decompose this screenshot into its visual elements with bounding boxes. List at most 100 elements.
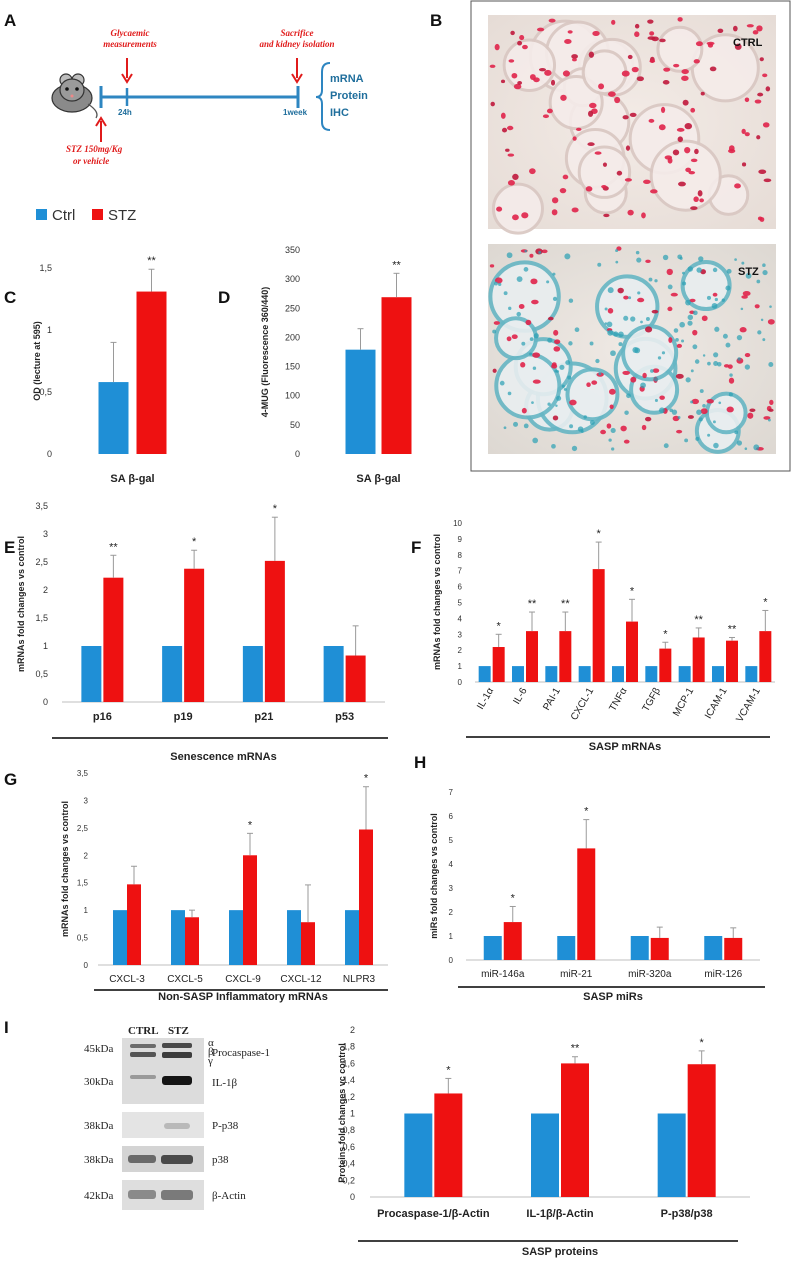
- beta-gal-stain: [640, 320, 643, 324]
- nucleus: [512, 173, 519, 181]
- y-tick-label: 1: [47, 325, 52, 335]
- bar-ctrl-mir-21: [557, 936, 576, 960]
- tubule: [656, 25, 704, 73]
- nucleus: [767, 319, 775, 325]
- beta-gal-stain: [673, 328, 679, 333]
- nucleus: [648, 118, 655, 123]
- beta-gal-stain: [659, 407, 665, 414]
- beta-gal-stain: [565, 360, 571, 366]
- nucleus: [585, 186, 593, 192]
- nucleus: [506, 336, 512, 342]
- nucleus: [667, 306, 673, 312]
- nucleus: [672, 149, 680, 156]
- beta-gal-stain: [640, 382, 646, 389]
- panel-label-g: G: [4, 770, 17, 789]
- y-axis-label: mRNAs fold changes vs control: [432, 534, 442, 670]
- nucleus: [647, 36, 656, 40]
- stz-micrograph-label: STZ: [738, 266, 759, 278]
- beta-gal-stain: [736, 334, 743, 341]
- x-tick-label-p21: p21: [254, 711, 273, 723]
- y-tick-label: 6: [449, 812, 454, 821]
- nucleus: [734, 183, 741, 189]
- nucleus: [768, 408, 774, 412]
- beta-gal-stain: [714, 297, 718, 302]
- kda-label-il1b: 30kDa: [84, 1076, 113, 1088]
- beta-gal-stain: [589, 341, 594, 346]
- nucleus: [695, 41, 703, 47]
- y-tick-label: 2: [449, 908, 454, 917]
- outputs-brace: [315, 62, 331, 131]
- mouse-icon: [51, 73, 98, 119]
- beta-gal-stain: [744, 364, 751, 370]
- nucleus: [517, 81, 523, 85]
- nucleus: [623, 439, 630, 444]
- nucleus: [690, 107, 696, 113]
- nucleus: [637, 297, 645, 303]
- nucleus: [602, 162, 607, 167]
- beta-gal-stain: [694, 359, 700, 364]
- bar-ctrl-p-p38-p38: [657, 1113, 686, 1197]
- beta-gal-stain: [729, 373, 733, 377]
- beta-gal-stain: [685, 377, 691, 383]
- beta-gal-stain: [546, 280, 550, 284]
- nucleus: [659, 38, 666, 43]
- beta-gal-stain: [736, 440, 743, 446]
- bar-stz-cxcl-1: [592, 569, 605, 682]
- beta-gal-stain: [684, 438, 689, 443]
- beta-gal-stain: [695, 436, 700, 441]
- beta-gal-stain: [744, 447, 748, 450]
- beta-gal-stain: [632, 347, 639, 354]
- nucleus: [507, 153, 515, 157]
- nucleus: [647, 19, 654, 24]
- beta-gal-stain: [513, 421, 519, 427]
- nucleus: [511, 72, 518, 79]
- nucleus: [532, 352, 541, 358]
- bar-stz-p16: [103, 577, 124, 702]
- bar-ctrl-il-1: [478, 666, 491, 682]
- beta-gal-stain: [529, 352, 533, 356]
- nucleus: [551, 209, 558, 216]
- bar-stz-icam-1: [726, 640, 738, 682]
- beta-gal-stain: [618, 331, 624, 338]
- chart-c: 0 0,5 1 1,5 OD (lecture at 595) ** SA β-gal: [32, 255, 167, 485]
- tubule: [502, 38, 557, 92]
- beta-gal-stain: [767, 418, 771, 422]
- nucleus: [649, 59, 656, 63]
- nucleus: [567, 30, 573, 34]
- beta-gal-stain: [753, 444, 760, 451]
- bar-ctrl-mcp-1: [678, 666, 691, 682]
- nucleus: [676, 429, 683, 434]
- x-axis-title: SASP proteins: [522, 1246, 598, 1258]
- nucleus: [520, 362, 526, 368]
- y-axis-label: OD (lecture at 595): [32, 321, 42, 401]
- band-ctrl-beta: [130, 1052, 156, 1057]
- y-tick-label: 1,8: [342, 1042, 355, 1052]
- bar-stz-cxcl-3: [127, 884, 141, 965]
- beta-gal-stain: [552, 272, 556, 276]
- y-tick-label: 0: [43, 697, 48, 707]
- y-tick-label: 3,5: [35, 501, 48, 511]
- nucleus: [746, 24, 754, 28]
- y-tick-label: 0,5: [39, 387, 52, 397]
- significance-c: **: [147, 255, 156, 267]
- beta-gal-stain: [675, 338, 679, 342]
- y-tick-label: 200: [285, 332, 300, 342]
- beta-gal-stain: [692, 344, 698, 350]
- nucleus: [622, 115, 629, 120]
- beta-gal-stain: [554, 369, 558, 373]
- y-tick-label: 1,6: [342, 1058, 355, 1068]
- nucleus: [756, 25, 763, 32]
- y-tick-label: 0,6: [342, 1142, 355, 1152]
- nucleus: [723, 364, 730, 368]
- nucleus: [532, 379, 541, 384]
- beta-gal-stain: [498, 282, 502, 287]
- nucleus: [741, 295, 748, 299]
- y-tick-label: 50: [290, 420, 300, 430]
- nucleus: [564, 39, 572, 45]
- bar-stz-p19: [184, 568, 205, 702]
- chart-g: 0 0,5 1 1,5 2 2,5 3 3,5 mRNAs fold changes vs co…: [60, 769, 388, 1003]
- glycaemic-arrow-icon: [121, 58, 133, 84]
- nucleus: [517, 40, 523, 46]
- beta-gal-stain: [610, 427, 616, 434]
